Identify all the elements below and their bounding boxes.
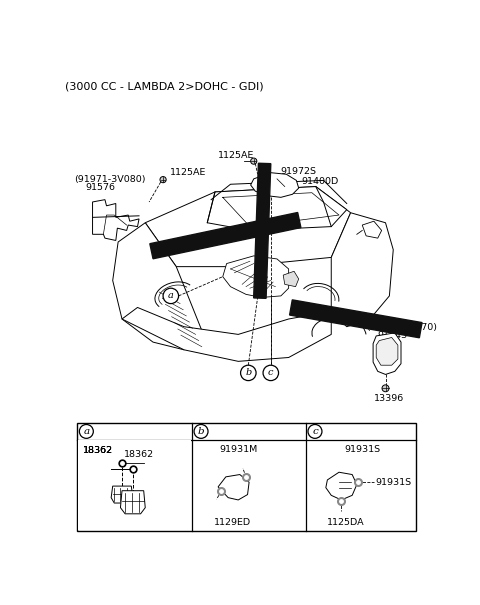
Circle shape (194, 425, 208, 439)
Polygon shape (289, 300, 422, 338)
Text: 91972S: 91972S (280, 166, 316, 175)
Text: 18362: 18362 (83, 446, 113, 455)
Circle shape (160, 177, 166, 183)
Polygon shape (113, 223, 204, 350)
Polygon shape (93, 200, 139, 240)
Text: 1125DA: 1125DA (327, 518, 365, 528)
Text: 1125AE: 1125AE (170, 168, 206, 177)
Text: 18362: 18362 (124, 450, 155, 459)
Polygon shape (326, 473, 357, 500)
Text: a: a (84, 427, 89, 436)
Text: (91970-3S070): (91970-3S070) (366, 323, 437, 332)
Text: 91931S: 91931S (345, 445, 381, 454)
Text: 91743: 91743 (378, 330, 408, 339)
Text: 18362: 18362 (83, 446, 113, 455)
Text: a: a (168, 292, 174, 301)
FancyBboxPatch shape (78, 440, 191, 530)
Polygon shape (283, 271, 299, 287)
Polygon shape (251, 172, 299, 197)
Circle shape (163, 288, 179, 304)
Text: c: c (312, 427, 318, 436)
Text: 91931M: 91931M (219, 445, 257, 454)
Circle shape (263, 365, 278, 381)
Text: 18362: 18362 (83, 446, 113, 455)
Polygon shape (218, 474, 249, 500)
Polygon shape (373, 333, 401, 374)
Polygon shape (376, 338, 398, 365)
Circle shape (308, 425, 322, 439)
Text: c: c (268, 368, 274, 378)
FancyBboxPatch shape (77, 423, 416, 531)
Polygon shape (223, 256, 288, 298)
Text: (3000 CC - LAMBDA 2>DOHC - GDI): (3000 CC - LAMBDA 2>DOHC - GDI) (65, 82, 263, 92)
Polygon shape (253, 163, 271, 298)
Circle shape (240, 365, 256, 381)
Text: 91400D: 91400D (302, 177, 339, 186)
Polygon shape (362, 221, 382, 238)
Circle shape (382, 385, 389, 392)
Circle shape (79, 425, 93, 439)
Polygon shape (145, 186, 350, 267)
Text: 1125AE: 1125AE (218, 151, 254, 160)
Text: (91971-3V080): (91971-3V080) (74, 175, 145, 184)
Text: 13396: 13396 (374, 394, 404, 404)
Polygon shape (122, 307, 331, 361)
Polygon shape (120, 491, 145, 514)
Polygon shape (111, 486, 133, 503)
Text: 91931S: 91931S (375, 478, 411, 487)
Polygon shape (150, 212, 301, 259)
Polygon shape (331, 213, 393, 327)
Text: b: b (245, 368, 252, 378)
Text: 1129ED: 1129ED (214, 518, 251, 528)
Circle shape (251, 158, 257, 164)
Text: 91576: 91576 (85, 183, 116, 192)
Text: b: b (198, 427, 204, 436)
Polygon shape (207, 186, 347, 231)
